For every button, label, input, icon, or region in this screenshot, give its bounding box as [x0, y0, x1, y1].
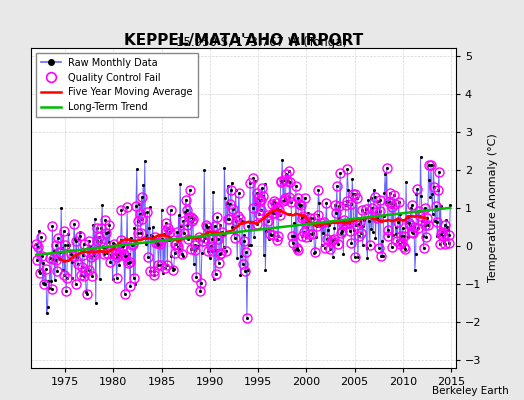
Legend: Raw Monthly Data, Quality Control Fail, Five Year Moving Average, Long-Term Tren: Raw Monthly Data, Quality Control Fail, …: [36, 53, 198, 117]
Text: 15.950 S, 173.767 W (Tonga): 15.950 S, 173.767 W (Tonga): [177, 36, 347, 49]
Text: Berkeley Earth: Berkeley Earth: [432, 386, 508, 396]
Title: KEPPEL/MATA'AHO AIRPORT: KEPPEL/MATA'AHO AIRPORT: [124, 33, 363, 48]
Y-axis label: Temperature Anomaly (°C): Temperature Anomaly (°C): [488, 134, 498, 282]
